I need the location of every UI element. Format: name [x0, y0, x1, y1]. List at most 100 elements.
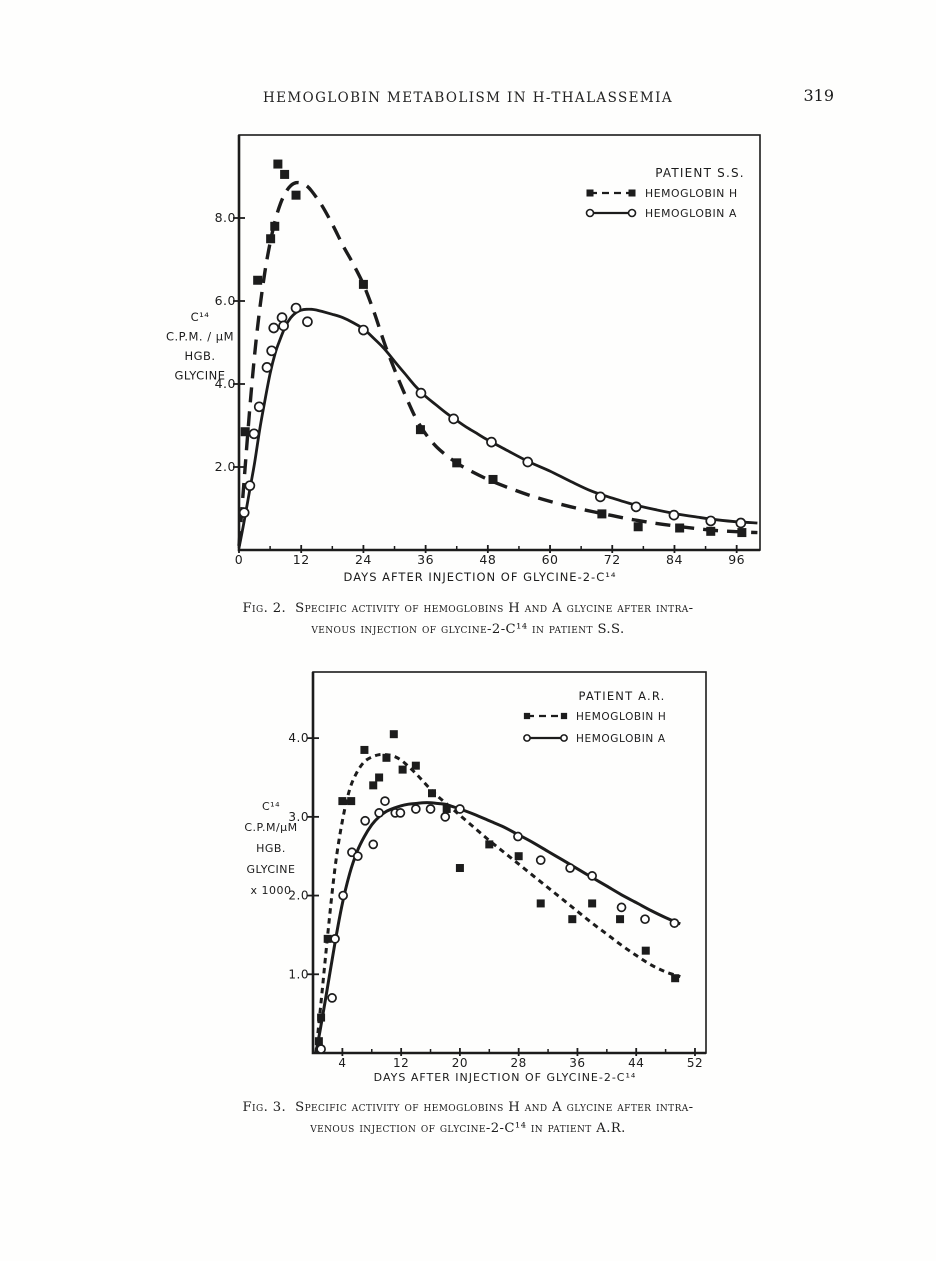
- y-axis-label-line: x 1000: [250, 884, 291, 897]
- hemoglobin-a-point: [425, 804, 436, 814]
- x-tick-label: 28: [511, 1056, 527, 1070]
- hemoglobin-h-point: [314, 1037, 323, 1046]
- hemoglobin-h-point: [675, 523, 685, 533]
- hemoglobin-h-point: [411, 761, 420, 770]
- hemoglobin-h-point: [452, 458, 462, 468]
- hemoglobin-a-point: [535, 855, 546, 865]
- caption-line: Fig. 2. Specific activity of hemoglobins …: [0, 598, 936, 619]
- hemoglobin-h-point: [588, 899, 597, 908]
- hemoglobin-a-point: [440, 811, 451, 822]
- y-tick-label: 1.0: [288, 967, 309, 981]
- legend-square-marker-icon: [628, 189, 636, 197]
- hemoglobin-a-point: [395, 808, 406, 818]
- hemoglobin-a-point: [302, 316, 313, 328]
- hemoglobin-h-curve: [237, 180, 758, 547]
- hemoglobin-h-point: [706, 526, 716, 536]
- hemoglobin-h-point: [597, 509, 607, 519]
- hemoglobin-h-point: [323, 934, 332, 943]
- x-tick-label: 20: [452, 1056, 468, 1070]
- hemoglobin-a-point: [415, 387, 427, 399]
- fig2-caption: Fig. 2. Specific activity of hemoglobins …: [0, 598, 936, 640]
- hemoglobin-h-point: [375, 773, 384, 782]
- caption-text: venous injection of glycine-2-C¹⁴ in pat…: [311, 622, 625, 637]
- fig2-chart: 0 12 24 36 48 60 72 84 96 2.0 4.0 6.0 8.0 C¹⁴ C.P.M. /…: [166, 134, 761, 584]
- hemoglobin-a-point: [358, 324, 369, 336]
- caption-text: Specific activity of hemoglobins H and A…: [295, 601, 694, 616]
- hemoglobin-h-point: [240, 427, 250, 437]
- hemoglobin-a-curve: [237, 307, 758, 549]
- fig3-caption: Fig. 3. Specific activity of hemoglobins …: [0, 1097, 936, 1139]
- x-tick-label: 36: [569, 1056, 585, 1070]
- hemoglobin-h-point: [280, 169, 290, 179]
- caption-line: venous injection of glycine-2-C¹⁴ in pat…: [0, 1118, 936, 1139]
- x-tick-label: 60: [542, 552, 559, 567]
- hemoglobin-h-point: [455, 864, 464, 873]
- legend-circle-marker-icon: [523, 734, 531, 742]
- hemoglobin-a-point: [352, 851, 363, 862]
- hemoglobin-a-point: [338, 890, 348, 901]
- hemoglobin-h-point: [442, 804, 451, 813]
- hemoglobin-h-point: [317, 1013, 326, 1022]
- hemoglobin-a-point: [316, 1044, 326, 1054]
- hemoglobin-a-point: [360, 815, 371, 826]
- hemoglobin-a-point: [630, 501, 642, 513]
- y-axis-label-line: GLYCINE: [247, 863, 296, 876]
- caption-line: Fig. 3. Specific activity of hemoglobins …: [0, 1097, 936, 1118]
- legend-circle-marker-icon: [627, 208, 637, 218]
- x-tick-label: 52: [687, 1056, 703, 1070]
- y-tick-label: 4.0: [288, 731, 309, 745]
- hemoglobin-h-point: [270, 221, 280, 231]
- x-tick-label: 4: [338, 1056, 346, 1070]
- hemoglobin-a-point: [513, 831, 523, 842]
- hemoglobin-h-point: [338, 797, 347, 806]
- y-tick-label: 2.0: [215, 459, 236, 474]
- hemoglobin-a-point: [705, 515, 717, 527]
- hemoglobin-h-point: [360, 745, 369, 754]
- hemoglobin-h-point: [382, 753, 391, 762]
- hemoglobin-h-point: [671, 974, 680, 983]
- y-axis-label-line: C.P.M/μM: [244, 821, 297, 834]
- legend-item-label: HEMOGLOBIN A: [645, 207, 737, 220]
- hemoglobin-h-point: [347, 797, 356, 806]
- y-axis-label-line: C¹⁴: [191, 310, 210, 324]
- hemoglobin-h-point: [485, 840, 494, 849]
- x-tick-label: 84: [666, 552, 683, 567]
- legend-square-marker-icon: [586, 189, 594, 197]
- hemoglobin-h-point: [568, 915, 577, 924]
- hemoglobin-a-point: [565, 863, 575, 873]
- hemoglobin-h-point: [398, 765, 407, 774]
- hemoglobin-h-point: [369, 781, 378, 790]
- y-tick-label: 3.0: [288, 810, 309, 824]
- y-tick-label: 6.0: [215, 293, 236, 308]
- axis-lines: [311, 672, 706, 1055]
- hemoglobin-a-point: [410, 804, 421, 814]
- hemoglobin-a-point: [278, 320, 289, 332]
- plot-border: [312, 671, 707, 1054]
- legend-title: PATIENT A.R.: [578, 689, 665, 703]
- hemoglobin-a-point: [669, 918, 680, 928]
- hemoglobin-h-point: [488, 474, 498, 484]
- legend-square-marker-icon: [523, 712, 531, 720]
- x-tick-label: 44: [628, 1056, 644, 1070]
- hemoglobin-h-point: [428, 789, 437, 798]
- hemoglobin-h-point: [253, 275, 263, 285]
- y-axis-label-line: HGB.: [184, 349, 215, 363]
- hemoglobin-a-point: [486, 436, 497, 448]
- x-tick-label: 12: [393, 1056, 409, 1070]
- hemoglobin-a-point: [735, 517, 747, 529]
- hemoglobin-a-point: [268, 322, 280, 334]
- figure-label: Fig. 2.: [242, 601, 287, 616]
- y-tick-label: 4.0: [215, 376, 236, 391]
- page-number: 319: [803, 86, 834, 105]
- y-axis-label-line: GLYCINE: [175, 369, 226, 383]
- y-tick-label: 2.0: [288, 889, 309, 903]
- hemoglobin-a-point: [640, 914, 650, 925]
- hemoglobin-a-point: [668, 509, 680, 521]
- caption-line: venous injection of glycine-2-C¹⁴ in pat…: [0, 619, 936, 640]
- x-tick-label: 0: [235, 552, 243, 567]
- hemoglobin-a-point: [368, 839, 379, 850]
- x-axis-label: DAYS AFTER INJECTION OF GLYCINE-2-C¹⁴: [374, 1071, 637, 1084]
- legend-title: PATIENT S.S.: [655, 166, 745, 180]
- hemoglobin-a-point: [522, 456, 534, 468]
- x-tick-label: 48: [479, 552, 496, 567]
